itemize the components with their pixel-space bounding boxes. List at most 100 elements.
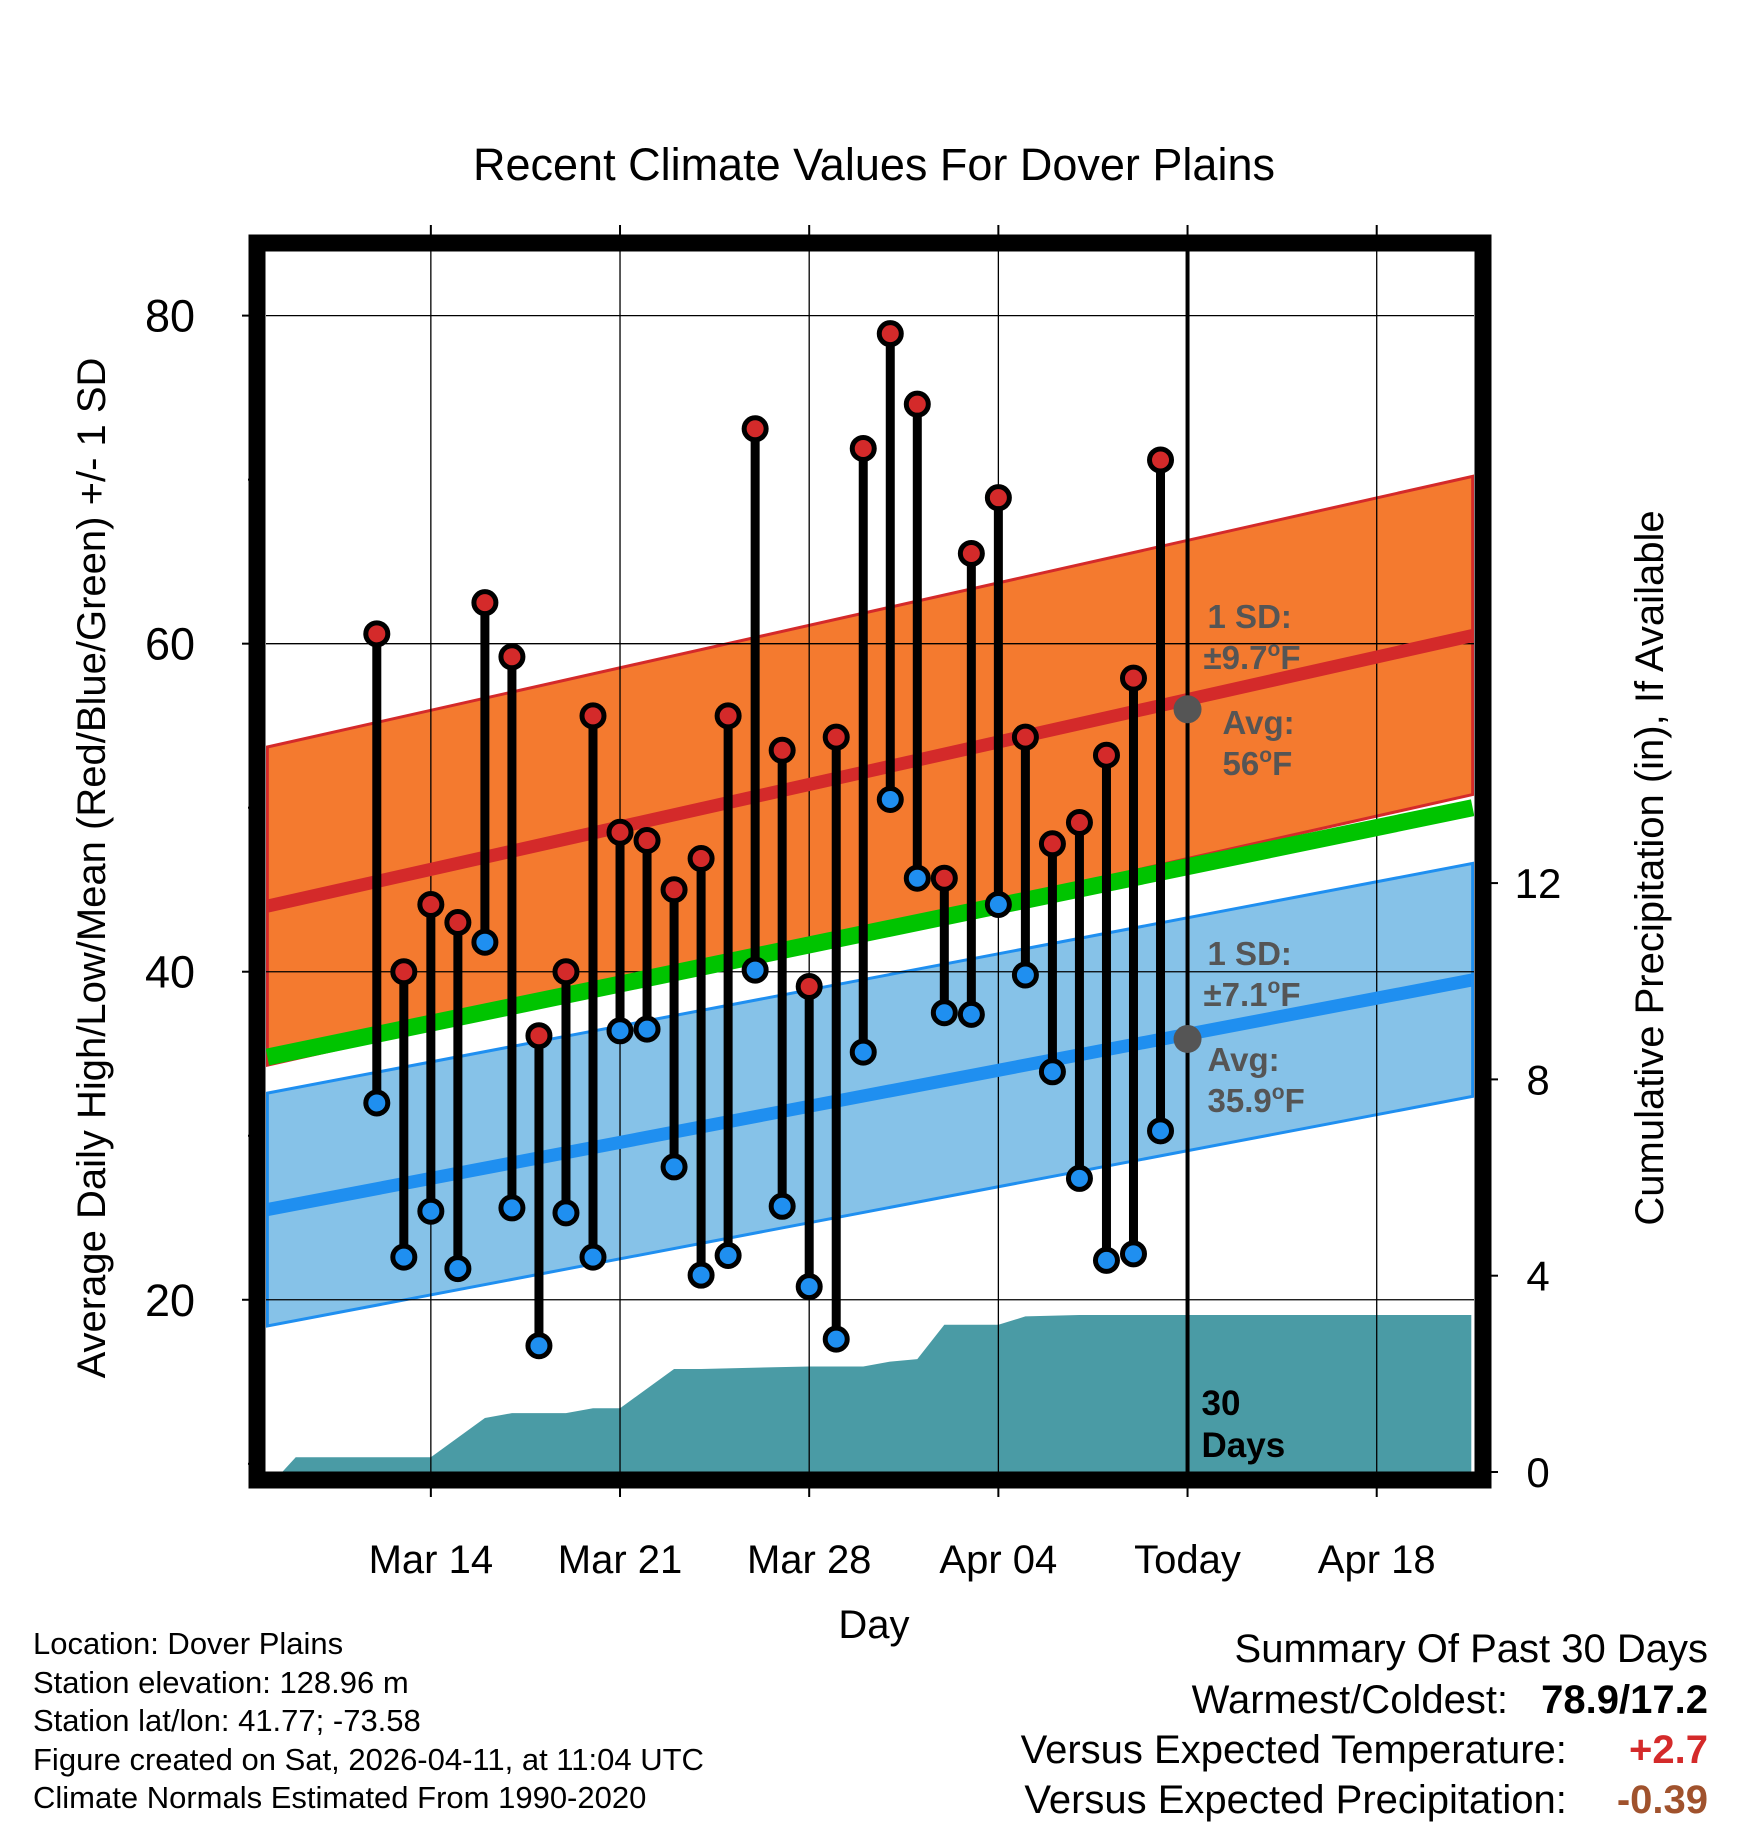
plot-frame [248,234,1492,1489]
x-tick-label: Mar 21 [558,1538,683,1582]
low-avg-line [266,973,1474,1216]
low-temp-point [687,1261,715,1289]
precip-area [282,1314,1472,1472]
low-temp-point [1147,1117,1175,1145]
warm-cold-label: Warmest/Coldest: [1191,1678,1509,1722]
precip-anomaly-label: Versus Expected Precipitation: [1024,1778,1567,1822]
y-right-tick-label: 0 [1526,1449,1549,1496]
low-temp-point [903,864,931,892]
temp-anomaly-label: Versus Expected Temperature: [1020,1728,1567,1772]
low-temp-point [741,956,769,984]
high-temp-point [471,589,499,617]
high-temp-point [498,643,526,671]
normals-text: Climate Normals Estimated From 1990-2020 [33,1780,647,1815]
latlon-text: Station lat/lon: 41.77; -73.58 [33,1703,421,1738]
low-temp-point [1119,1240,1147,1268]
x-tick-label: Mar 28 [747,1538,872,1582]
high-temp-point [849,434,877,462]
low-temp-point [1038,1058,1066,1086]
low-temp-point [579,1243,607,1271]
high-temp-point [741,415,769,443]
x-tick-label: Today [1134,1538,1241,1582]
high-avg-line [266,629,1474,913]
high-temp-point [984,484,1012,512]
low-temp-point [633,1015,661,1043]
high-temp-point [390,958,418,986]
high-annotation-sd-label: 1 SD: [1208,598,1292,635]
y-right-tick-label: 12 [1515,860,1562,907]
warm-cold-value: 78.9/17.2 [1541,1678,1708,1722]
high-annotation-avg-label: Avg: [1223,704,1295,741]
high-temp-point [444,909,472,937]
x-tick-label: Mar 14 [369,1538,494,1582]
low-temp-point [849,1038,877,1066]
low-annotation-avg-label: Avg: [1208,1041,1280,1078]
high-temp-point [714,702,742,730]
high-temp-point [1147,446,1175,474]
high-temp-point [876,320,904,348]
low-temp-point [876,785,904,813]
elevation-text: Station elevation: 128.96 m [33,1664,409,1700]
low-annotation-avg-value: 35.9oF [1208,1081,1305,1119]
y-left-tick-label: 80 [145,291,195,342]
low-temp-point [1011,961,1039,989]
high-temp-point [930,864,958,892]
chart-title: Recent Climate Values For Dover Plains [473,139,1275,190]
high-temp-point [1092,741,1120,769]
high-temp-point [579,702,607,730]
high-temp-point [633,826,661,854]
low-temp-point [714,1241,742,1269]
high-temp-point [795,972,823,1000]
low-temp-point [822,1325,850,1353]
low-temp-point [606,1017,634,1045]
low-temp-point [957,1000,985,1028]
low-temp-point [444,1255,472,1283]
x-tick-label: Apr 04 [939,1538,1057,1582]
high-temp-point [903,390,931,418]
low-temp-point [930,999,958,1027]
low-temp-point [984,890,1012,918]
high-temp-point [822,723,850,751]
high-temp-point [606,818,634,846]
x-axis-title: Day [838,1603,909,1647]
y-left-tick-label: 60 [145,619,195,670]
low-temp-point [417,1197,445,1225]
summary-title: Summary Of Past 30 Days [1234,1627,1708,1671]
low-temp-point [768,1192,796,1220]
high-annotation-sd-value: ±9.7oF [1204,638,1301,676]
plot-area [266,250,1474,1472]
days-label-number: 30 [1202,1384,1241,1423]
high-temp-point [957,539,985,567]
high-annotation-avg-value: 56oF [1223,744,1293,782]
created-text: Figure created on Sat, 2026-04-11, at 11… [33,1741,704,1777]
mean-avg-line [266,799,1474,1066]
low-temp-point [471,928,499,956]
y-left-axis-title: Average Daily High/Low/Mean (Red/Blue/Gr… [70,358,114,1379]
high-temp-point [1011,723,1039,751]
location-text: Location: Dover Plains [33,1626,344,1661]
low-temp-point [1092,1246,1120,1274]
days-label-text: Days [1202,1426,1286,1465]
low-temp-point [795,1273,823,1301]
high-temp-point [417,890,445,918]
high-avg-today-point [1173,695,1202,724]
warm-cold-row: Warmest/Coldest: 78.9/17.2 [1021,1675,1708,1725]
station-info: Location: Dover Plains Station elevation… [33,1625,704,1818]
low-temp-point [660,1153,688,1181]
summary-panel: Summary Of Past 30 Days Warmest/Coldest:… [1021,1623,1708,1825]
y-right-axis-title: Cumulative Precipitation (in), If Availa… [1628,510,1672,1225]
y-right-tick-label: 4 [1526,1253,1549,1300]
high-temp-point [1038,830,1066,858]
high-temp-point [768,736,796,764]
precip-anomaly-value: -0.39 [1616,1778,1708,1822]
high-temp-point [552,958,580,986]
high-temp-point [363,620,391,648]
low-avg-today-point [1173,1024,1202,1053]
low-temp-point [552,1199,580,1227]
temp-anomaly-value: +2.7 [1629,1728,1708,1772]
low-annotation-sd-value: ±7.1oF [1204,975,1301,1013]
low-temp-point [1065,1164,1093,1192]
y-left-tick-label: 20 [145,1275,195,1326]
low-temp-point [498,1194,526,1222]
